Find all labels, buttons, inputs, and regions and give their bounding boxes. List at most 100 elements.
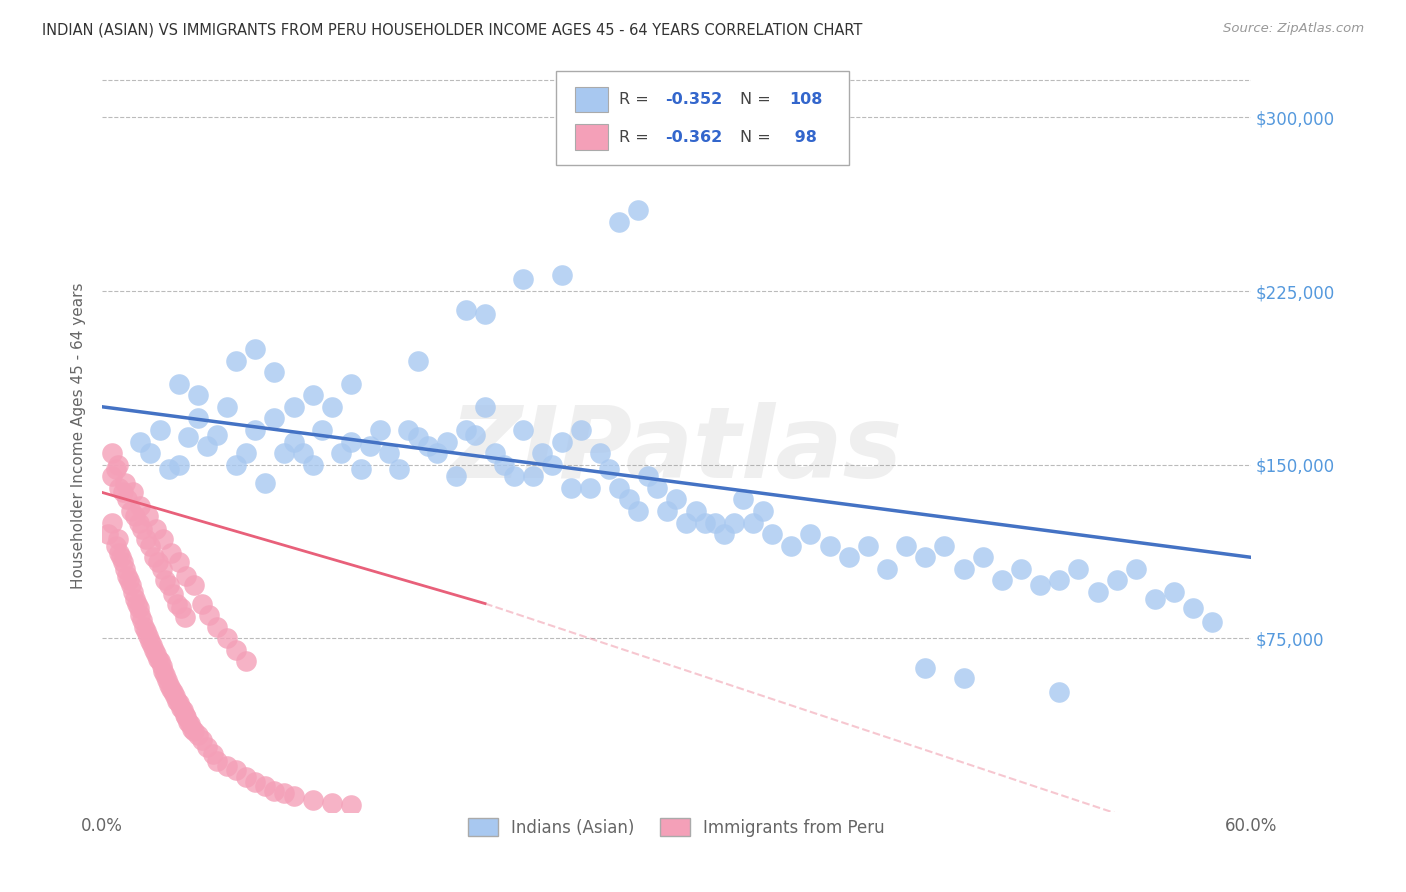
FancyBboxPatch shape bbox=[555, 70, 849, 165]
Point bbox=[1163, 585, 1185, 599]
Point bbox=[454, 423, 477, 437]
Point bbox=[1201, 615, 1223, 629]
Point bbox=[579, 481, 602, 495]
Point bbox=[135, 624, 157, 639]
Point bbox=[155, 668, 177, 682]
Point bbox=[245, 342, 267, 356]
Point bbox=[176, 568, 198, 582]
Text: 98: 98 bbox=[789, 129, 817, 145]
FancyBboxPatch shape bbox=[575, 124, 607, 150]
Point bbox=[107, 532, 129, 546]
Point bbox=[114, 476, 136, 491]
Point bbox=[150, 562, 173, 576]
Point bbox=[187, 411, 209, 425]
Text: INDIAN (ASIAN) VS IMMIGRANTS FROM PERU HOUSEHOLDER INCOME AGES 45 - 64 YEARS COR: INDIAN (ASIAN) VS IMMIGRANTS FROM PERU H… bbox=[42, 22, 862, 37]
Point bbox=[856, 539, 879, 553]
Point bbox=[952, 671, 974, 685]
Point bbox=[128, 601, 150, 615]
Point bbox=[115, 568, 138, 582]
Point bbox=[141, 638, 163, 652]
Point bbox=[512, 272, 534, 286]
Point bbox=[215, 632, 238, 646]
Text: R =: R = bbox=[619, 92, 654, 107]
Point bbox=[120, 578, 142, 592]
Point bbox=[152, 664, 174, 678]
Point bbox=[142, 550, 165, 565]
Point bbox=[245, 423, 267, 437]
Point bbox=[163, 689, 186, 703]
Point bbox=[1029, 578, 1052, 592]
Text: R =: R = bbox=[619, 129, 654, 145]
Point bbox=[107, 458, 129, 472]
Point bbox=[179, 717, 201, 731]
Point bbox=[253, 476, 276, 491]
Y-axis label: Householder Income Ages 45 - 64 years: Householder Income Ages 45 - 64 years bbox=[72, 283, 86, 589]
Point bbox=[598, 462, 620, 476]
Point bbox=[225, 763, 247, 777]
Point bbox=[1182, 601, 1205, 615]
Point bbox=[125, 597, 148, 611]
Point bbox=[454, 302, 477, 317]
Point bbox=[991, 574, 1014, 588]
Point bbox=[101, 469, 124, 483]
Point bbox=[173, 707, 195, 722]
Point bbox=[359, 439, 381, 453]
Point bbox=[167, 555, 190, 569]
Point bbox=[301, 458, 323, 472]
Point bbox=[131, 523, 153, 537]
Point bbox=[136, 508, 159, 523]
Point bbox=[129, 608, 152, 623]
Point bbox=[283, 434, 305, 449]
Point bbox=[104, 539, 127, 553]
Point bbox=[273, 786, 295, 800]
Point bbox=[187, 729, 209, 743]
Point bbox=[139, 446, 162, 460]
Point bbox=[406, 353, 429, 368]
Point bbox=[1047, 574, 1070, 588]
Point bbox=[914, 661, 936, 675]
Point bbox=[121, 485, 143, 500]
Point bbox=[311, 423, 333, 437]
Point bbox=[166, 597, 188, 611]
Point bbox=[723, 516, 745, 530]
Point bbox=[695, 516, 717, 530]
FancyBboxPatch shape bbox=[575, 87, 607, 112]
Point bbox=[550, 434, 572, 449]
Point bbox=[157, 578, 180, 592]
Point bbox=[1125, 562, 1147, 576]
Point bbox=[108, 546, 131, 560]
Point bbox=[183, 578, 205, 592]
Point bbox=[474, 307, 496, 321]
Point bbox=[160, 682, 183, 697]
Point bbox=[733, 492, 755, 507]
Point bbox=[181, 722, 204, 736]
Point bbox=[124, 591, 146, 606]
Point bbox=[426, 446, 449, 460]
Point bbox=[235, 770, 257, 784]
Point bbox=[512, 423, 534, 437]
Point bbox=[1105, 574, 1128, 588]
Point bbox=[292, 446, 315, 460]
Point bbox=[202, 747, 225, 761]
Point bbox=[531, 446, 554, 460]
Point bbox=[780, 539, 803, 553]
Point bbox=[703, 516, 725, 530]
Point bbox=[522, 469, 544, 483]
Point bbox=[225, 353, 247, 368]
Point bbox=[416, 439, 439, 453]
Point bbox=[637, 469, 659, 483]
Point bbox=[149, 423, 172, 437]
Point bbox=[474, 400, 496, 414]
Point bbox=[97, 527, 120, 541]
Point bbox=[263, 784, 285, 798]
Point bbox=[1143, 591, 1166, 606]
Text: Source: ZipAtlas.com: Source: ZipAtlas.com bbox=[1223, 22, 1364, 36]
Point bbox=[330, 446, 353, 460]
Text: 108: 108 bbox=[789, 92, 823, 107]
Point bbox=[685, 504, 707, 518]
Point bbox=[157, 462, 180, 476]
Point bbox=[464, 427, 486, 442]
Point bbox=[589, 446, 612, 460]
Point bbox=[235, 446, 257, 460]
Point bbox=[121, 585, 143, 599]
